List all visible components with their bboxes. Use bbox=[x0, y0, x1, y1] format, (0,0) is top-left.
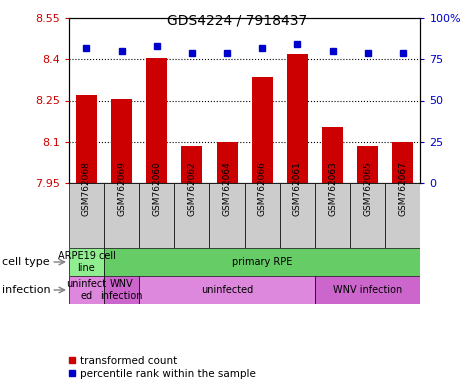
Text: GSM762062: GSM762062 bbox=[188, 161, 196, 215]
Text: cell type: cell type bbox=[2, 257, 50, 267]
Text: GSM762064: GSM762064 bbox=[223, 161, 231, 215]
Bar bbox=[315, 183, 350, 248]
Bar bbox=[146, 58, 167, 183]
Text: uninfect
ed: uninfect ed bbox=[66, 279, 106, 301]
Text: infection: infection bbox=[2, 285, 51, 295]
Bar bbox=[181, 146, 202, 183]
Bar bbox=[392, 142, 413, 183]
Text: GSM762060: GSM762060 bbox=[152, 161, 161, 215]
Bar bbox=[252, 77, 273, 183]
Bar bbox=[385, 183, 420, 248]
Text: GSM762066: GSM762066 bbox=[258, 161, 266, 215]
Legend: transformed count, percentile rank within the sample: transformed count, percentile rank withi… bbox=[69, 356, 256, 379]
Bar bbox=[287, 54, 308, 183]
Bar bbox=[139, 183, 174, 248]
Bar bbox=[209, 183, 245, 248]
Text: GDS4224 / 7918437: GDS4224 / 7918437 bbox=[167, 13, 308, 27]
Text: GSM762068: GSM762068 bbox=[82, 161, 91, 215]
Bar bbox=[315, 276, 420, 304]
Bar bbox=[322, 127, 343, 183]
Bar bbox=[217, 142, 238, 183]
Text: uninfected: uninfected bbox=[201, 285, 253, 295]
Text: GSM762065: GSM762065 bbox=[363, 161, 372, 215]
Bar bbox=[76, 95, 97, 183]
Bar bbox=[69, 276, 104, 304]
Bar bbox=[280, 183, 315, 248]
Bar bbox=[245, 183, 280, 248]
Bar bbox=[104, 276, 139, 304]
Bar bbox=[174, 183, 209, 248]
Bar bbox=[69, 183, 104, 248]
Bar bbox=[357, 146, 378, 183]
Text: ARPE19 cell
line: ARPE19 cell line bbox=[57, 251, 115, 273]
Bar bbox=[139, 276, 315, 304]
Text: GSM762069: GSM762069 bbox=[117, 161, 126, 215]
Bar bbox=[350, 183, 385, 248]
Text: GSM762061: GSM762061 bbox=[293, 161, 302, 215]
Bar bbox=[111, 99, 132, 183]
Text: GSM762067: GSM762067 bbox=[399, 161, 407, 215]
Text: primary RPE: primary RPE bbox=[232, 257, 293, 267]
Text: GSM762063: GSM762063 bbox=[328, 161, 337, 215]
Text: WNV
infection: WNV infection bbox=[100, 279, 143, 301]
Bar bbox=[104, 183, 139, 248]
Bar bbox=[69, 248, 104, 276]
Text: WNV infection: WNV infection bbox=[333, 285, 402, 295]
